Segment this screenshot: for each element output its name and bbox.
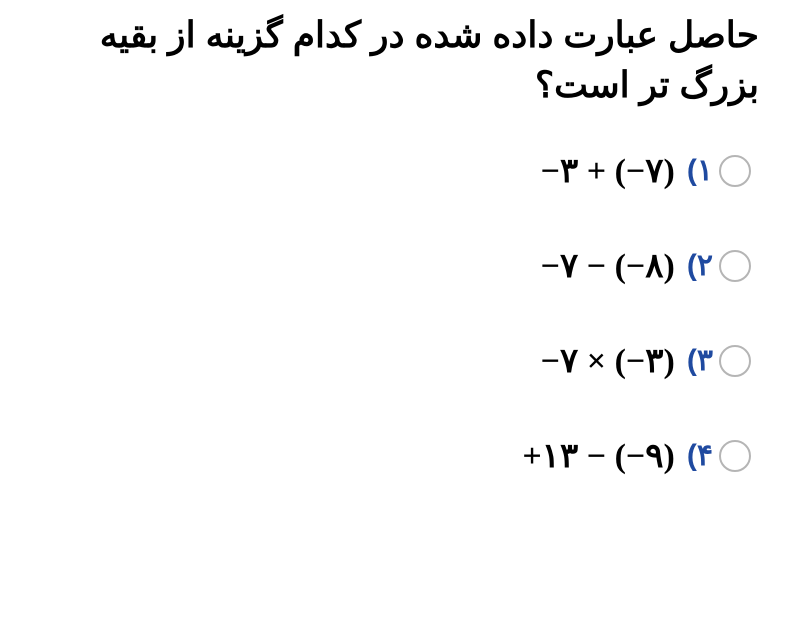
radio-icon[interactable] (719, 345, 751, 377)
radio-icon[interactable] (719, 155, 751, 187)
option-expression-1: −۳ + (−۷) (541, 151, 675, 191)
option-number-3: ۳) (687, 343, 713, 378)
radio-icon[interactable] (719, 250, 751, 282)
option-number-2: ۲) (687, 248, 713, 283)
question-text: حاصل عبارت داده شده در کدام گزینه از بقی… (30, 10, 769, 111)
option-1[interactable]: ۱) −۳ + (−۷) (30, 151, 751, 191)
option-3[interactable]: ۳) −۷ × (−۳) (30, 341, 751, 381)
option-4[interactable]: ۴) +۱۳ − (−۹) (30, 436, 751, 476)
option-number-1: ۱) (687, 153, 713, 188)
quiz-container: حاصل عبارت داده شده در کدام گزینه از بقی… (0, 0, 799, 644)
radio-icon[interactable] (719, 440, 751, 472)
option-expression-4: +۱۳ − (−۹) (522, 436, 675, 476)
option-number-4: ۴) (687, 438, 713, 473)
option-2[interactable]: ۲) −۷ − (−۸) (30, 246, 751, 286)
option-expression-2: −۷ − (−۸) (541, 246, 675, 286)
option-expression-3: −۷ × (−۳) (541, 341, 675, 381)
options-list: ۱) −۳ + (−۷) ۲) −۷ − (−۸) ۳) −۷ × (−۳) ۴… (30, 151, 769, 476)
